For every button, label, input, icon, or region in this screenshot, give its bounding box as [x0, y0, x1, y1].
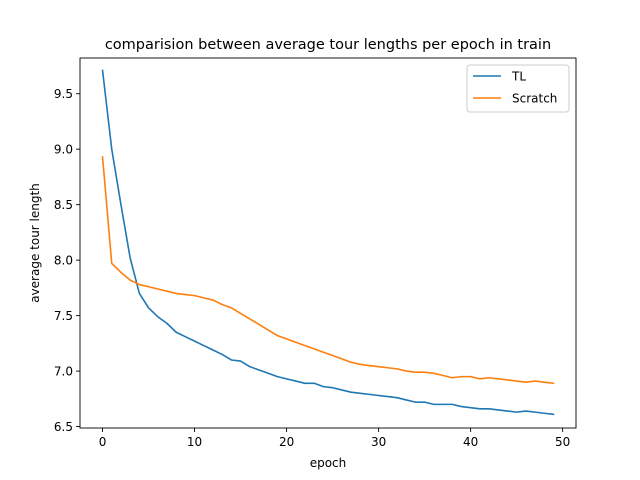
- legend-label-scratch: Scratch: [512, 91, 557, 105]
- chart-title: comparision between average tour lengths…: [105, 37, 551, 53]
- y-tick-label: 9.5: [54, 87, 73, 101]
- axes-frame: [79, 57, 577, 429]
- x-tick-label: 40: [463, 435, 478, 449]
- y-axis-label: average tour length: [28, 183, 42, 303]
- series-line-tl: [101, 69, 555, 416]
- x-tick-label: 10: [187, 435, 202, 449]
- y-tick-label: 7.5: [54, 309, 73, 323]
- x-axis-label: epoch: [310, 456, 347, 470]
- y-tick-label: 9.0: [54, 142, 73, 156]
- x-tick-label: 30: [371, 435, 386, 449]
- series-line-scratch: [101, 156, 555, 385]
- y-tick-label: 8.5: [54, 198, 73, 212]
- x-tick-label: 20: [279, 435, 294, 449]
- y-tick-label: 6.5: [54, 420, 73, 434]
- x-tick-label: 0: [99, 435, 107, 449]
- legend: TL Scratch: [466, 64, 570, 113]
- y-tick-label: 7.0: [54, 364, 73, 378]
- y-tick-label: 8.0: [54, 253, 73, 267]
- plot-area: 0 10 20 30 40 50 6.5 7.0 7.5 8.0 8.5 9.0 9.5: [54, 57, 577, 449]
- legend-label-tl: TL: [511, 69, 526, 83]
- x-tick-label: 50: [555, 435, 570, 449]
